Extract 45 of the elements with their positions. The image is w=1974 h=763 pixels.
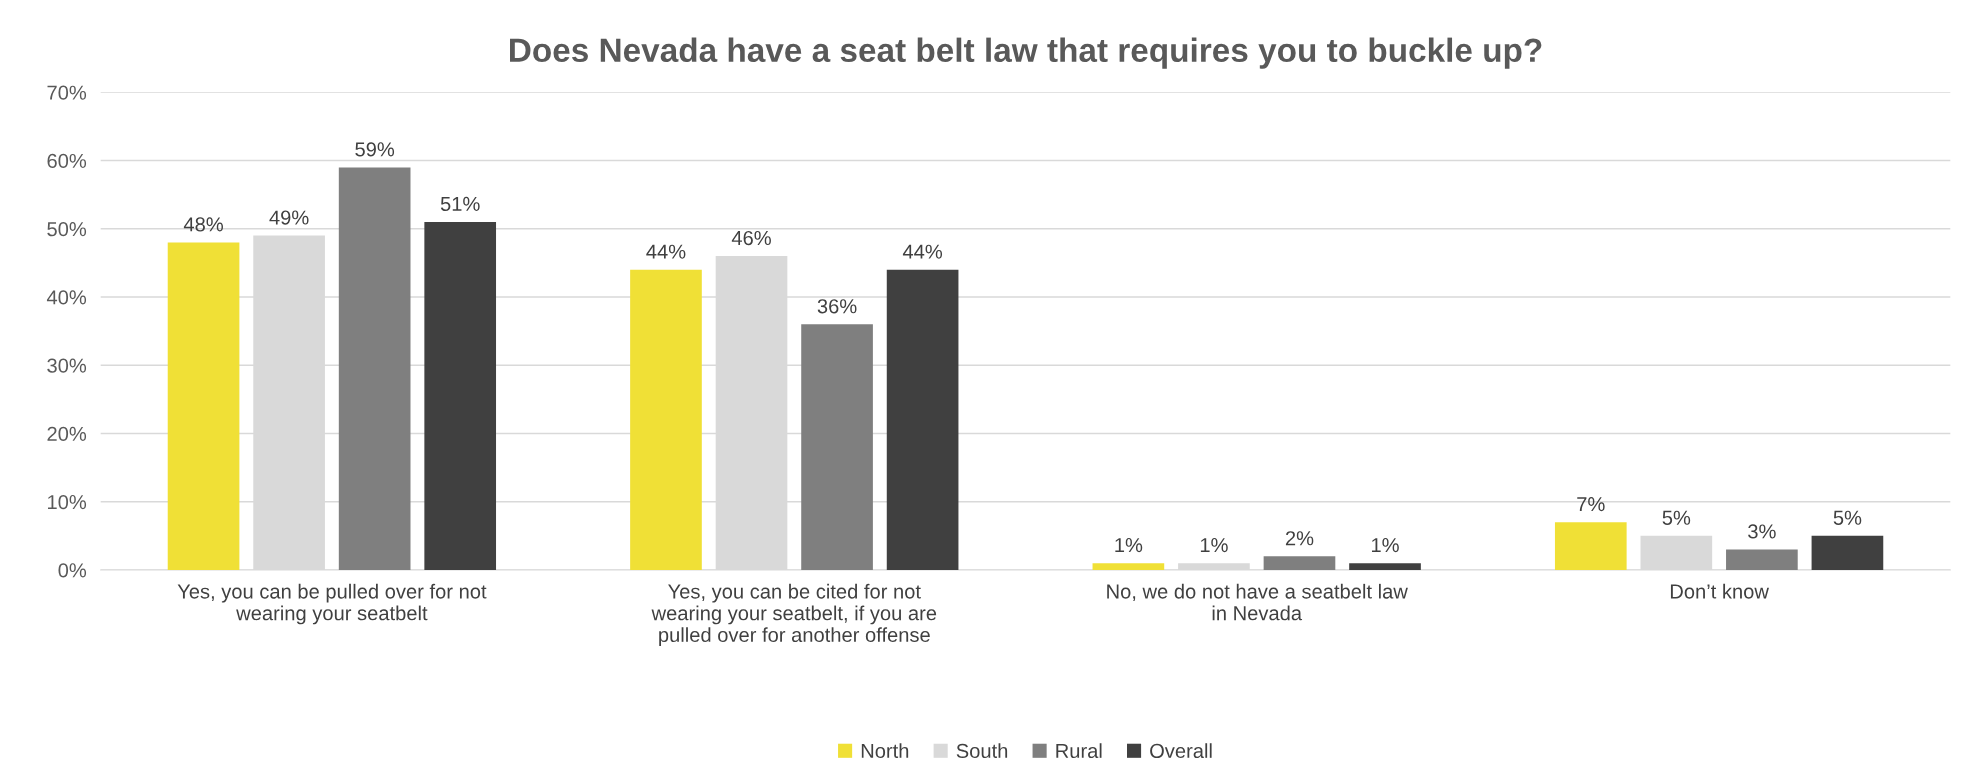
y-tick-label: 40%: [46, 290, 87, 305]
bar: [630, 269, 702, 570]
legend-label: South: [956, 743, 1008, 759]
data-label: 44%: [902, 244, 943, 259]
legend-label: Overall: [1150, 743, 1212, 759]
y-tick-label: 30%: [47, 358, 87, 373]
data-label: 44%: [646, 244, 686, 259]
legend-label: Rural: [1056, 743, 1102, 759]
data-label: 1%: [1115, 538, 1143, 553]
bar: [1811, 535, 1884, 570]
bar: [338, 167, 411, 570]
x-tick-label: Don’t know: [1670, 583, 1769, 599]
y-tick-label: 50%: [47, 222, 87, 237]
y-tick-label: 20%: [47, 426, 87, 441]
y-tick-label: 60%: [47, 153, 87, 169]
data-label: 7%: [1577, 497, 1605, 512]
y-tick-label: 0%: [58, 563, 87, 578]
bar: [167, 242, 240, 570]
data-label: 48%: [183, 217, 223, 232]
x-tick-label: Yes, you can be cited for not wearing your seatbelt, if you are pulled over for another offense: [651, 583, 937, 647]
data-label: 3%: [1748, 524, 1776, 539]
bar: [1726, 549, 1798, 570]
data-label: 46%: [731, 230, 771, 246]
bar: [1092, 563, 1165, 570]
bar: [424, 221, 497, 570]
data-label: 59%: [355, 142, 395, 157]
data-label: 5%: [1662, 510, 1691, 525]
bar: [886, 269, 959, 570]
x-tick-label: No, we do not have a seatbelt law in Nevada: [1107, 583, 1408, 621]
bar: [801, 324, 873, 570]
bar: [1263, 556, 1336, 570]
data-label: 49%: [269, 210, 309, 225]
data-label: 1%: [1372, 538, 1399, 553]
x-tick-label: Yes, you can be pulled over for not wearing your seatbelt: [177, 583, 487, 625]
bar: [1349, 563, 1421, 570]
data-label: 36%: [817, 299, 857, 314]
chart-title: Does Nevada have a seat belt law that requires you to buckle up?: [510, 37, 1542, 69]
bar: [1554, 522, 1627, 570]
y-tick-label: 70%: [47, 85, 87, 100]
y-tick-label: 10%: [48, 494, 87, 510]
data-label: 2%: [1285, 531, 1314, 546]
legend-label: North: [861, 743, 909, 759]
data-label: 5%: [1833, 510, 1862, 525]
data-label: 1%: [1200, 538, 1228, 553]
data-label: 51%: [440, 196, 480, 212]
